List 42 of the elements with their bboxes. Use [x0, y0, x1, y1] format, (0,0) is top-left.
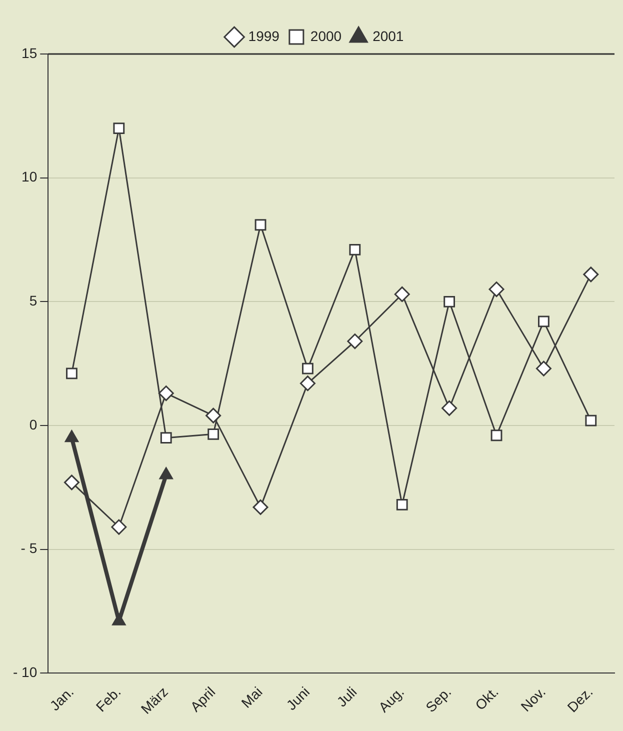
y-tick-label: - 5	[20, 540, 38, 556]
point	[585, 414, 597, 426]
point	[490, 430, 502, 442]
point	[252, 499, 268, 515]
point	[347, 334, 363, 350]
x-tick-label: Nov.	[518, 684, 549, 715]
x-tick-label: Jan.	[46, 684, 77, 714]
point	[442, 400, 458, 416]
point	[488, 282, 504, 298]
legend-label: 2000	[310, 28, 342, 44]
y-tick-label: 15	[22, 44, 38, 61]
point	[66, 368, 78, 380]
x-tick-label: Okt.	[472, 684, 502, 714]
y-tick-label: 0	[29, 416, 38, 432]
point	[206, 408, 222, 424]
point	[538, 316, 550, 328]
point	[113, 122, 125, 134]
point	[302, 362, 314, 374]
point	[111, 519, 127, 535]
point	[300, 376, 316, 392]
y-tick-label: - 10	[13, 664, 38, 680]
point	[396, 499, 408, 510]
x-tick-label: Sep.	[422, 684, 454, 716]
point	[444, 296, 456, 308]
x-tick-label: Juli	[334, 684, 360, 710]
x-tick-label: Dez.	[564, 684, 596, 716]
point	[254, 219, 266, 231]
point	[64, 474, 80, 490]
point	[208, 428, 220, 440]
point	[394, 286, 410, 302]
x-tick-label: Feb.	[92, 684, 124, 715]
y-tick-label: 10	[22, 168, 38, 185]
legend-label: 2001	[372, 28, 404, 44]
point	[158, 386, 174, 402]
x-tick-label: Aug.	[375, 684, 407, 716]
point	[536, 360, 552, 376]
point	[349, 244, 361, 256]
point	[583, 266, 599, 282]
x-tick-label: Mai	[238, 684, 266, 711]
legend-label: 1999	[248, 28, 280, 44]
point	[160, 432, 172, 444]
y-tick-label: 5	[29, 292, 38, 309]
